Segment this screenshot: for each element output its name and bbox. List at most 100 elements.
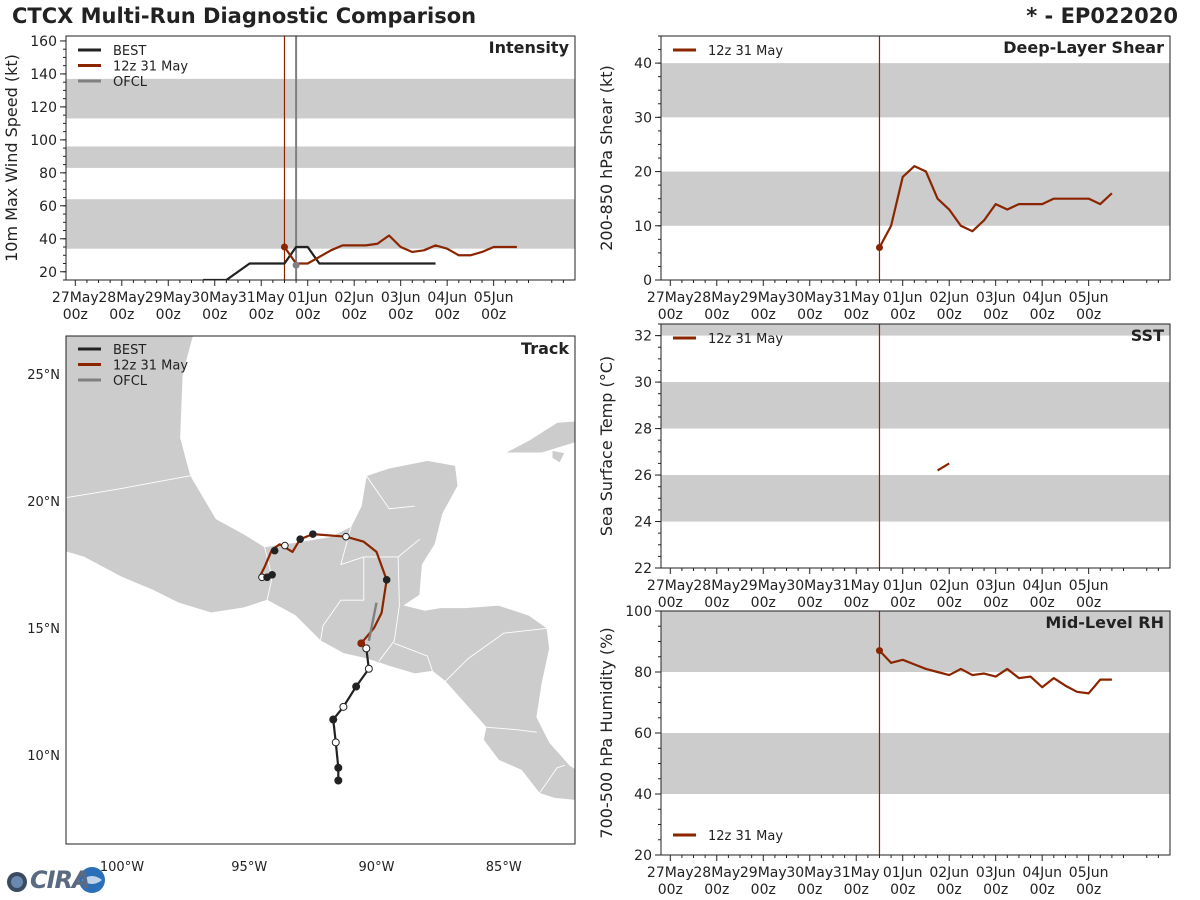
rh-xtick-hour: 00z bbox=[704, 882, 729, 898]
intensity-xtick-hour: 00z bbox=[202, 307, 227, 323]
sst-xtick-date: 30May bbox=[786, 578, 833, 594]
border-5 bbox=[485, 726, 537, 733]
shear-ytick-label: 0 bbox=[643, 273, 652, 289]
run-track-point bbox=[296, 535, 304, 544]
shear-xtick-date: 01Jun bbox=[883, 290, 923, 306]
sst-xtick-hour: 00z bbox=[983, 595, 1008, 611]
rh-xtick-date: 05Jun bbox=[1069, 865, 1109, 881]
panel-track: 100°W 95°W 90°W 85°W 10°N 15°N 20°N 25°N Track BE… bbox=[27, 335, 727, 875]
track-frame bbox=[65, 335, 576, 845]
rh-band-1 bbox=[661, 611, 1170, 672]
run-track-point bbox=[309, 530, 317, 538]
sst-band-1 bbox=[661, 382, 1170, 429]
track-lat-label: 25°N bbox=[27, 368, 60, 383]
intensity-xtick-date: 31May bbox=[238, 290, 285, 306]
intensity-ytick-label: 140 bbox=[30, 67, 57, 83]
shear-ylabel: 200-850 hPa Shear (kt) bbox=[597, 65, 616, 251]
rh-bands bbox=[661, 611, 1170, 794]
sst-xtick-date: 01Jun bbox=[883, 578, 923, 594]
sst-xtick-hour: 00z bbox=[890, 595, 915, 611]
intensity-ytick-label: 100 bbox=[30, 133, 57, 149]
sst-legend-label-run: 12z 31 May bbox=[708, 332, 783, 347]
intensity-xtick-hour: 00z bbox=[109, 307, 134, 323]
border-4 bbox=[444, 627, 550, 682]
intensity-xtick-date: 05Jun bbox=[474, 290, 514, 306]
rh-xtick-date: 28May bbox=[693, 865, 740, 881]
intensity-panel-title: Intensity bbox=[489, 38, 570, 57]
track-lon-label: 85°W bbox=[486, 860, 522, 875]
intensity-xtick-hour: 00z bbox=[63, 307, 88, 323]
sst-xtick-hour: 00z bbox=[937, 595, 962, 611]
sst-ytick-label: 28 bbox=[634, 422, 652, 438]
border-1 bbox=[397, 538, 421, 558]
track-legend-label-best: BEST bbox=[113, 343, 146, 358]
shear-ytick-label: 10 bbox=[634, 219, 652, 235]
rh-start-point bbox=[875, 647, 883, 655]
shear-xtick-date: 05Jun bbox=[1069, 290, 1109, 306]
rh-xtick-hour: 00z bbox=[844, 882, 869, 898]
intensity-start-point bbox=[280, 243, 288, 251]
intensity-xtick-date: 27May bbox=[52, 290, 99, 306]
rh-ytick-label: 100 bbox=[625, 604, 652, 620]
rh-xtick-hour: 00z bbox=[1030, 882, 1055, 898]
shear-xtick-hour: 00z bbox=[797, 307, 822, 323]
intensity-xtick-date: 01Jun bbox=[288, 290, 328, 306]
intensity-xtick-hour: 00z bbox=[249, 307, 274, 323]
intensity-line-run bbox=[283, 234, 517, 265]
intensity-ytick-label: 160 bbox=[30, 34, 57, 50]
rh-xtick-date: 30May bbox=[786, 865, 833, 881]
track-line-ofcl bbox=[367, 602, 378, 642]
shear-xtick-date: 03Jun bbox=[976, 290, 1016, 306]
intensity-ytick-label: 80 bbox=[39, 166, 57, 182]
best-track-point bbox=[334, 776, 343, 785]
best-track-point bbox=[352, 682, 361, 691]
sst-ytick-label: 24 bbox=[634, 515, 652, 531]
run-track-point bbox=[270, 546, 279, 555]
track-legend-label-run: 12z 31 May bbox=[113, 359, 188, 374]
track-lat-label: 10°N bbox=[27, 749, 60, 764]
panel-intensity: 2040608010012014016027May00z28May00z29Ma… bbox=[2, 34, 576, 323]
sst-band-0 bbox=[661, 475, 1170, 522]
track-lon-label: 90°W bbox=[359, 860, 395, 875]
rh-xtick-date: 02Jun bbox=[929, 865, 969, 881]
run-track-point bbox=[281, 541, 289, 550]
rh-xtick-date: 27May bbox=[647, 865, 694, 881]
intensity-xtick-hour: 00z bbox=[388, 307, 413, 323]
sst-xtick-date: 02Jun bbox=[929, 578, 969, 594]
intensity-legend-label-run: 12z 31 May bbox=[113, 60, 188, 75]
best-track-point bbox=[362, 644, 371, 653]
shear-xtick-date: 31May bbox=[833, 290, 880, 306]
shear-xtick-hour: 00z bbox=[937, 307, 962, 323]
intensity-legend-label-best: BEST bbox=[113, 44, 146, 59]
intensity-frame bbox=[65, 35, 576, 281]
track-panel-title: Track bbox=[521, 339, 569, 358]
rh-xtick-hour: 00z bbox=[983, 882, 1008, 898]
run-track-point bbox=[382, 576, 391, 584]
rh-xtick-hour: 00z bbox=[751, 882, 776, 898]
land-cuba bbox=[504, 420, 575, 454]
sst-xtick-date: 27May bbox=[647, 578, 694, 594]
best-track-point bbox=[329, 715, 338, 724]
panel-shear: 01020304027May00z28May00z29May00z30May00… bbox=[597, 35, 1171, 323]
land-jamaica bbox=[674, 539, 727, 557]
sst-xtick-hour: 00z bbox=[704, 595, 729, 611]
shear-xtick-hour: 00z bbox=[844, 307, 869, 323]
shear-xtick-hour: 00z bbox=[751, 307, 776, 323]
track-lines bbox=[258, 530, 391, 785]
intensity-xtick-hour: 00z bbox=[156, 307, 181, 323]
shear-xtick-date: 30May bbox=[786, 290, 833, 306]
rh-xtick-date: 03Jun bbox=[976, 865, 1016, 881]
shear-panel-title: Deep-Layer Shear bbox=[1003, 38, 1164, 57]
track-lat-label: 20°N bbox=[27, 495, 60, 510]
rh-xtick-hour: 00z bbox=[937, 882, 962, 898]
rh-ytick-label: 60 bbox=[634, 726, 652, 742]
intensity-bands bbox=[66, 78, 575, 249]
sst-xtick-date: 05Jun bbox=[1069, 578, 1109, 594]
rh-xtick-hour: 00z bbox=[658, 882, 683, 898]
cira-logo-graphic bbox=[7, 867, 105, 893]
rh-xtick-date: 29May bbox=[740, 865, 787, 881]
shear-xtick-date: 04Jun bbox=[1022, 290, 1062, 306]
cira-logo: CIRA bbox=[6, 866, 106, 896]
shear-xtick-date: 02Jun bbox=[929, 290, 969, 306]
intensity-xtick-hour: 00z bbox=[342, 307, 367, 323]
